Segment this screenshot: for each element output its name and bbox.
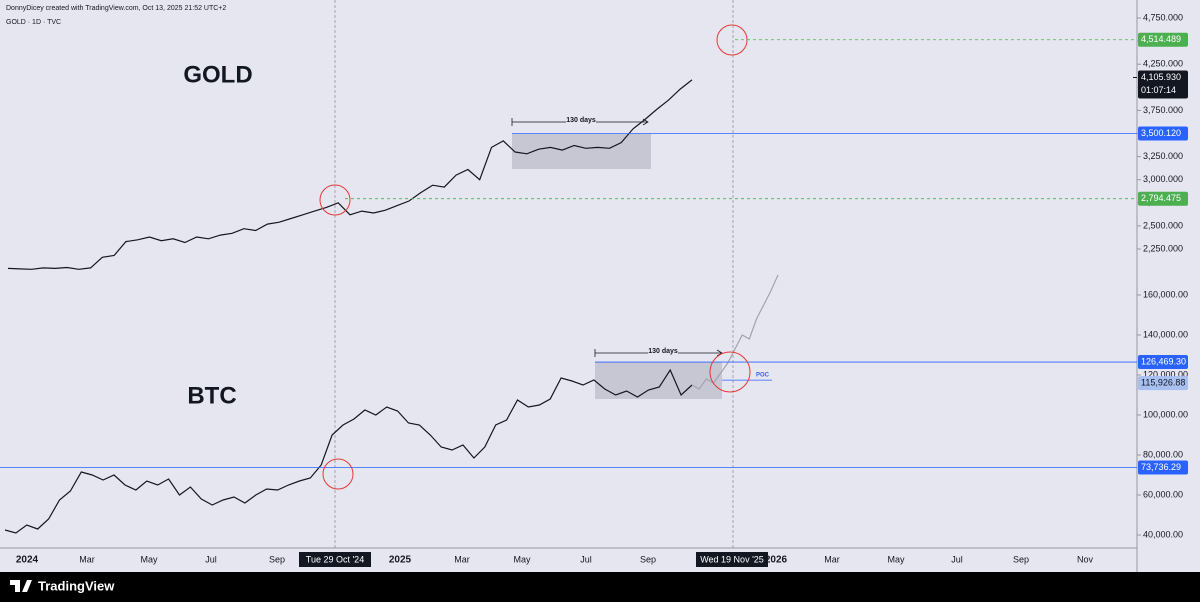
price-label: 4,514.489 [1141,34,1181,44]
y-tick-label: 100,000.00 [1143,409,1188,419]
y-tick-label: 160,000.00 [1143,289,1188,299]
x-tick-label: Sep [1013,554,1029,564]
price-label: 3,500.120 [1141,128,1181,138]
x-tick-label: Sep [640,554,656,564]
price-label: 126,469.30 [1141,356,1186,366]
range-box [595,362,722,399]
range-box [512,134,651,169]
price-line-series [4,368,693,534]
y-tick-label: 3,250.000 [1143,151,1183,161]
y-tick-label: 60,000.00 [1143,489,1183,499]
circles [319,24,751,490]
x-tick-label: Jul [205,554,217,564]
price-label: 73,736.29 [1141,462,1181,472]
price-label: 4,105.930 [1141,72,1181,82]
x-tick-label: May [887,554,905,564]
price-label-bg [1138,70,1188,99]
y-tick-label: 4,250.000 [1143,59,1183,69]
brand: TradingView [38,578,115,593]
price-line-series [7,79,693,270]
price-label-bg [1138,126,1188,141]
chart-title: BTC [187,382,236,409]
x-tick-label: Mar [79,554,95,564]
crosshair-label: Wed 19 Nov '25 [700,554,764,564]
y-tick-label: 4,750.000 [1143,12,1183,22]
y-tick-label: 40,000.00 [1143,529,1183,539]
y-tick-label: 80,000.00 [1143,449,1183,459]
crosshair-label-bg [299,552,371,567]
background [0,0,1200,572]
x-tick-label: 2025 [389,555,412,566]
y-tick-label: 2,250.000 [1143,243,1183,253]
price-label: 2,794.475 [1141,193,1181,203]
x-tick-label: 2024 [16,555,39,566]
label-bg [566,114,596,125]
price-label-bg [1138,355,1188,370]
chart-title: GOLD [183,61,252,88]
countdown: 01:07:14 [1141,85,1176,95]
x-tick-label: Jul [951,554,963,564]
x-tick-label: 2026 [765,555,788,566]
annotation: 130 days [566,117,596,124]
y-tick-label: 2,500.000 [1143,220,1183,230]
x-tick-label: May [513,554,531,564]
y-tick-label: 120,000.00 [1143,369,1188,379]
price-label-bg [1138,191,1188,206]
price-label: 115,926.88 [1141,378,1185,388]
footer [0,572,1200,602]
price-label-bg [1138,32,1188,47]
annotation: 130 days [648,348,678,355]
x-tick-label: Jul [580,554,592,564]
crosshair-label: Tue 29 Oct '24 [306,554,364,564]
projection [691,274,779,390]
logo [10,580,32,592]
x-tick-label: Sep [269,554,285,564]
x-tick-label: Mar [454,554,470,564]
x-tick-label: May [140,554,158,564]
x-tick-label: Mar [824,554,840,564]
y-tick-label: 3,750.000 [1143,105,1183,115]
y-tick-label: 3,000.000 [1143,174,1183,184]
label-bg [648,345,678,356]
crosshair-label-bg [696,552,768,567]
credit: DonnyDicey created with TradingView.com,… [6,5,226,12]
price-label-bg [1138,460,1188,475]
poc-text: POC [756,373,770,379]
y-tick-label: 140,000.00 [1143,329,1188,339]
price-label-bg [1138,376,1188,391]
x-tick-label: Nov [1077,554,1094,564]
symbol: GOLD · 1D · TVC [6,19,61,26]
